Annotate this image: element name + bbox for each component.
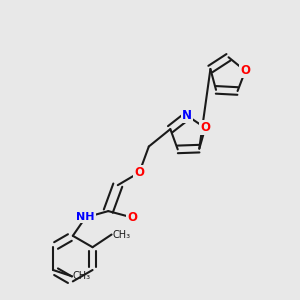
Text: NH: NH bbox=[76, 212, 95, 222]
Text: CH₃: CH₃ bbox=[112, 230, 130, 239]
Text: O: O bbox=[200, 122, 210, 134]
Text: O: O bbox=[240, 64, 250, 77]
Text: N: N bbox=[182, 109, 192, 122]
Text: O: O bbox=[127, 211, 137, 224]
Text: CH₃: CH₃ bbox=[73, 271, 91, 281]
Text: O: O bbox=[134, 166, 144, 179]
